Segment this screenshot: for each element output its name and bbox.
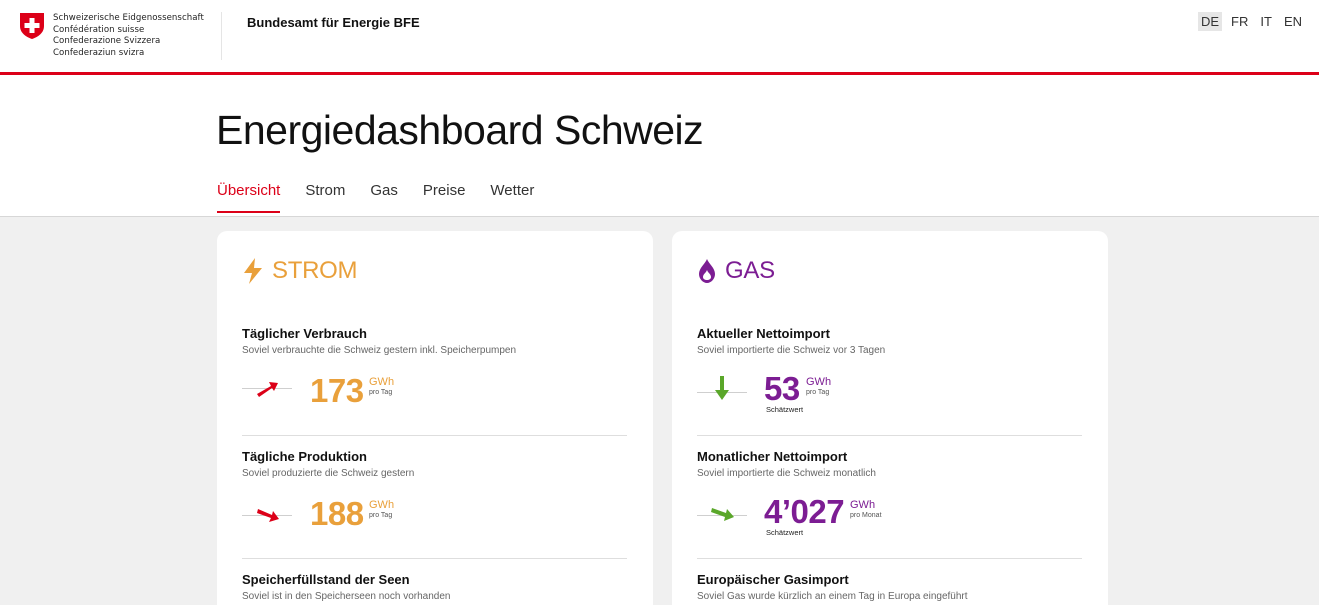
tab-strom[interactable]: Strom xyxy=(305,182,346,199)
metric-unit: GWh xyxy=(369,376,395,388)
metric-period: pro Tag xyxy=(369,512,393,519)
trend-indicator xyxy=(242,374,292,404)
gas-card-title: GAS xyxy=(725,257,775,284)
trend-indicator xyxy=(242,501,292,531)
metric-divider xyxy=(242,558,627,559)
metric-subtitle: Soviel Gas wurde kürzlich an einem Tag i… xyxy=(697,591,968,602)
metric-value: 53 xyxy=(764,370,800,407)
language-switcher: DE FR IT EN xyxy=(1197,12,1305,31)
lightning-icon xyxy=(244,258,262,284)
metric-title: Monatlicher Nettoimport xyxy=(697,449,848,464)
swiss-coat-of-arms-icon xyxy=(20,13,44,39)
arrow-down-right-icon xyxy=(257,509,279,522)
title-band: Energiedashboard Schweiz Übersicht Strom… xyxy=(0,75,1319,217)
metric-unit: GWh xyxy=(850,499,876,511)
metric-divider xyxy=(697,435,1082,436)
flame-icon xyxy=(699,259,715,283)
tab-wetter[interactable]: Wetter xyxy=(490,182,535,199)
metric-divider xyxy=(242,435,627,436)
metric-period: pro Tag xyxy=(369,389,393,396)
tab-gas[interactable]: Gas xyxy=(370,182,398,199)
tab-uebersicht[interactable]: Übersicht xyxy=(217,182,281,213)
metric-subtitle: Soviel ist in den Speicherseen noch vorh… xyxy=(242,591,451,602)
lang-it-button[interactable]: IT xyxy=(1260,14,1272,29)
office-name: Bundesamt für Energie BFE xyxy=(247,15,420,30)
metric-title: Aktueller Nettoimport xyxy=(697,326,830,341)
metric-subtitle: Soviel importierte die Schweiz vor 3 Tag… xyxy=(697,345,886,356)
main-tabs: Übersicht Strom Gas Preise Wetter xyxy=(217,182,534,213)
trend-indicator xyxy=(697,501,747,531)
strom-metric-verbrauch[interactable]: Täglicher Verbrauch Soviel verbrauchte d… xyxy=(242,326,627,436)
tab-preise[interactable]: Preise xyxy=(422,182,466,199)
arrow-down-right-icon xyxy=(711,508,734,521)
metric-title: Tägliche Produktion xyxy=(242,449,367,464)
strom-card-header: STROM xyxy=(242,257,357,285)
header-divider xyxy=(221,12,222,60)
lang-en-button[interactable]: EN xyxy=(1283,14,1302,29)
gas-card[interactable]: GAS Aktueller Nettoimport Soviel importi… xyxy=(672,231,1108,605)
confederation-names: Schweizerische Eidgenossenschaft Confédé… xyxy=(53,13,204,58)
gas-card-header: GAS xyxy=(697,257,775,285)
metric-title: Speicherfüllstand der Seen xyxy=(242,572,410,587)
estimate-note: Schätzwert xyxy=(766,528,804,537)
metric-period: pro Tag xyxy=(806,389,830,396)
gas-metric-monatlich[interactable]: Monatlicher Nettoimport Soviel importier… xyxy=(697,449,1082,559)
metric-subtitle: Soviel produzierte die Schweiz gestern xyxy=(242,468,415,479)
arrow-down-icon xyxy=(715,376,729,400)
page-title: Energiedashboard Schweiz xyxy=(216,107,704,153)
metric-subtitle: Soviel verbrauchte die Schweiz gestern i… xyxy=(242,345,517,356)
metric-unit: GWh xyxy=(806,376,832,388)
trend-indicator xyxy=(697,376,747,408)
strom-metric-speicherfuellstand[interactable]: Speicherfüllstand der Seen Soviel ist in… xyxy=(242,572,627,602)
strom-metric-produktion[interactable]: Tägliche Produktion Soviel produzierte d… xyxy=(242,449,627,559)
strom-card[interactable]: STROM Täglicher Verbrauch Soviel verbrau… xyxy=(217,231,653,605)
gas-metric-eu-gasimport[interactable]: Europäischer Gasimport Soviel Gas wurde … xyxy=(697,572,1082,602)
metric-value: 188 xyxy=(310,495,364,532)
strom-card-title: STROM xyxy=(272,257,358,284)
arrow-up-right-icon xyxy=(257,382,278,397)
gas-metric-nettoimport[interactable]: Aktueller Nettoimport Soviel importierte… xyxy=(697,326,1082,436)
site-header: Schweizerische Eidgenossenschaft Confédé… xyxy=(0,0,1319,75)
lang-fr-button[interactable]: FR xyxy=(1231,14,1249,29)
metric-value: 4’027 xyxy=(764,493,845,530)
metric-subtitle: Soviel importierte die Schweiz monatlich xyxy=(697,468,876,479)
metric-title: Täglicher Verbrauch xyxy=(242,326,367,341)
metric-divider xyxy=(697,558,1082,559)
metric-value: 173 xyxy=(310,372,364,409)
estimate-note: Schätzwert xyxy=(766,405,804,414)
metric-title: Europäischer Gasimport xyxy=(697,572,849,587)
lang-de-button[interactable]: DE xyxy=(1197,12,1223,31)
metric-unit: GWh xyxy=(369,499,395,511)
metric-period: pro Monat xyxy=(850,512,882,519)
